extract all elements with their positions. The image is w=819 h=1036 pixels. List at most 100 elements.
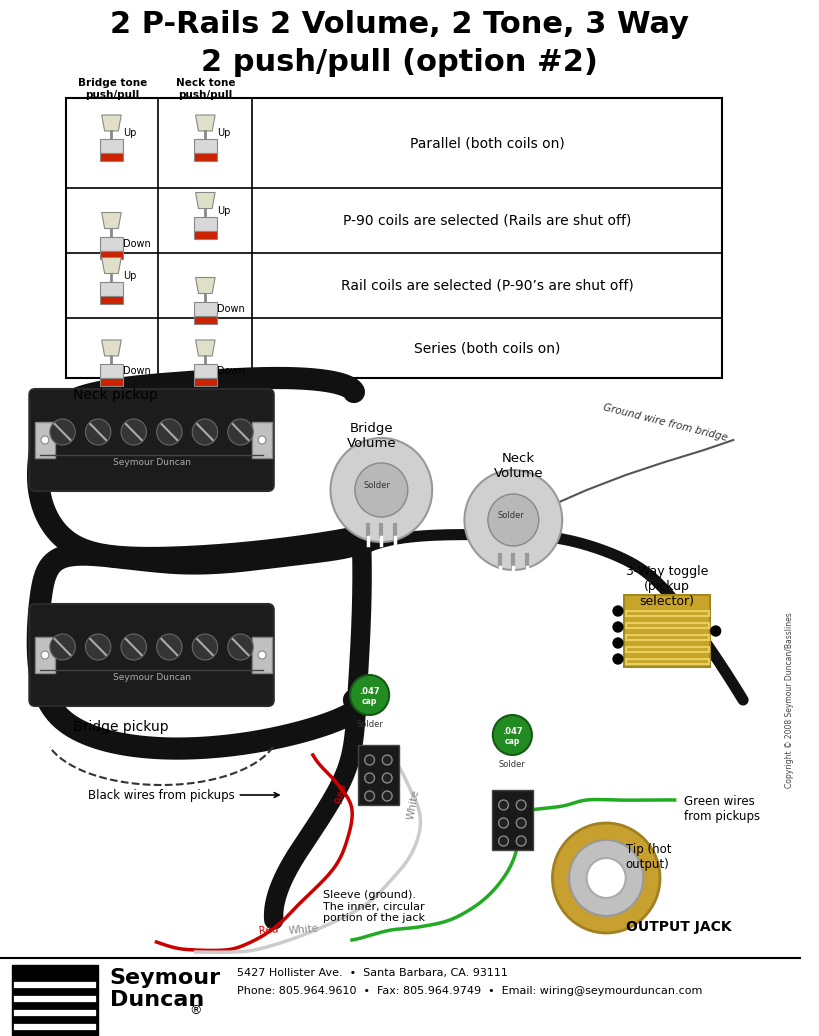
Circle shape xyxy=(493,715,532,755)
Text: Down: Down xyxy=(123,366,151,376)
Polygon shape xyxy=(196,115,215,131)
Circle shape xyxy=(382,773,392,783)
Circle shape xyxy=(488,494,539,546)
Polygon shape xyxy=(102,212,121,229)
Circle shape xyxy=(499,836,509,846)
Circle shape xyxy=(711,626,721,636)
Circle shape xyxy=(569,840,644,916)
Text: Down: Down xyxy=(123,238,151,249)
Circle shape xyxy=(364,773,374,783)
Polygon shape xyxy=(102,258,121,274)
Circle shape xyxy=(258,436,266,444)
Circle shape xyxy=(516,800,526,810)
Circle shape xyxy=(156,419,182,445)
Text: Up: Up xyxy=(217,128,230,138)
Text: Up: Up xyxy=(123,270,137,281)
Bar xyxy=(35,422,55,458)
Text: OUTPUT JACK: OUTPUT JACK xyxy=(626,920,731,934)
Circle shape xyxy=(464,470,562,570)
Text: Copyright © 2008 Seymour Duncan/Basslines: Copyright © 2008 Seymour Duncan/Bassline… xyxy=(785,612,794,787)
Polygon shape xyxy=(102,115,121,131)
Bar xyxy=(100,364,123,378)
Circle shape xyxy=(85,634,111,660)
Text: 5427 Hollister Ave.  •  Santa Barbara, CA. 93111: 5427 Hollister Ave. • Santa Barbara, CA.… xyxy=(237,968,508,978)
FancyBboxPatch shape xyxy=(29,604,274,706)
Polygon shape xyxy=(196,193,215,208)
Text: Seymour Duncan: Seymour Duncan xyxy=(112,672,191,682)
Text: Bridge
Volume: Bridge Volume xyxy=(346,422,396,450)
Text: Green wires
from pickups: Green wires from pickups xyxy=(685,795,761,823)
Bar xyxy=(252,637,272,673)
Text: Solder: Solder xyxy=(364,481,391,489)
Circle shape xyxy=(41,436,49,444)
Circle shape xyxy=(613,638,622,648)
Text: .047: .047 xyxy=(360,688,380,696)
Text: Rail coils are selected (P-90’s are shut off): Rail coils are selected (P-90’s are shut… xyxy=(341,279,633,292)
Polygon shape xyxy=(196,340,215,356)
Text: Bridge tone
push/pull: Bridge tone push/pull xyxy=(78,78,147,99)
Circle shape xyxy=(364,755,374,765)
Text: White: White xyxy=(405,789,421,821)
Circle shape xyxy=(331,438,432,542)
Circle shape xyxy=(41,651,49,659)
Bar xyxy=(193,364,217,378)
Text: Phone: 805.964.9610  •  Fax: 805.964.9749  •  Email: wiring@seymourduncan.com: Phone: 805.964.9610 • Fax: 805.964.9749 … xyxy=(237,986,702,996)
Text: Ground wire from bridge: Ground wire from bridge xyxy=(602,402,728,443)
Bar xyxy=(624,595,710,667)
Text: Down: Down xyxy=(217,366,245,376)
Text: Bridge pickup: Bridge pickup xyxy=(74,720,169,733)
Text: Up: Up xyxy=(123,128,137,138)
Bar xyxy=(100,153,123,161)
Text: P-90 coils are selected (Rails are shut off): P-90 coils are selected (Rails are shut … xyxy=(342,213,631,228)
Polygon shape xyxy=(102,340,121,356)
Bar xyxy=(100,378,123,386)
Text: 2 push/pull (option #2): 2 push/pull (option #2) xyxy=(201,48,599,77)
Text: 2 P-Rails 2 Volume, 2 Tone, 3 Way: 2 P-Rails 2 Volume, 2 Tone, 3 Way xyxy=(111,10,690,39)
Text: ®: ® xyxy=(190,1004,202,1017)
Bar xyxy=(100,236,123,251)
Circle shape xyxy=(121,419,147,445)
Circle shape xyxy=(228,419,253,445)
Bar xyxy=(100,139,123,153)
Text: Duncan: Duncan xyxy=(110,990,204,1010)
Text: Seymour: Seymour xyxy=(110,968,220,988)
Text: Seymour Duncan: Seymour Duncan xyxy=(112,458,191,466)
Text: Series (both coils on): Series (both coils on) xyxy=(414,341,560,355)
Text: Red: Red xyxy=(334,782,347,804)
Circle shape xyxy=(192,634,218,660)
Text: Down: Down xyxy=(217,304,245,314)
Text: cap: cap xyxy=(362,696,378,706)
Text: Neck tone
push/pull: Neck tone push/pull xyxy=(175,78,235,99)
Circle shape xyxy=(258,651,266,659)
Circle shape xyxy=(85,419,111,445)
Bar xyxy=(11,965,97,1035)
Circle shape xyxy=(121,634,147,660)
Bar xyxy=(193,217,217,230)
Bar xyxy=(492,790,533,850)
Polygon shape xyxy=(196,278,215,293)
Text: Black wires from pickups: Black wires from pickups xyxy=(88,788,279,802)
Bar xyxy=(193,153,217,161)
Text: Up: Up xyxy=(217,205,230,215)
Bar xyxy=(100,251,123,259)
Circle shape xyxy=(350,675,389,715)
Bar xyxy=(193,316,217,323)
Circle shape xyxy=(382,792,392,801)
Text: Solder: Solder xyxy=(498,511,525,519)
Text: Solder: Solder xyxy=(356,720,383,729)
Circle shape xyxy=(516,836,526,846)
Text: Red: Red xyxy=(259,924,279,936)
Circle shape xyxy=(156,634,182,660)
Text: White: White xyxy=(287,924,319,937)
Bar xyxy=(193,139,217,153)
Circle shape xyxy=(499,800,509,810)
Text: Parallel (both coils on): Parallel (both coils on) xyxy=(410,136,564,150)
Bar xyxy=(66,98,722,378)
Text: 3-Way toggle
(pickup
selector): 3-Way toggle (pickup selector) xyxy=(626,565,708,608)
Circle shape xyxy=(192,419,218,445)
Circle shape xyxy=(613,606,622,616)
Bar xyxy=(100,295,123,304)
Text: cap: cap xyxy=(505,737,520,746)
Circle shape xyxy=(499,818,509,828)
Text: Neck
Volume: Neck Volume xyxy=(493,452,543,480)
